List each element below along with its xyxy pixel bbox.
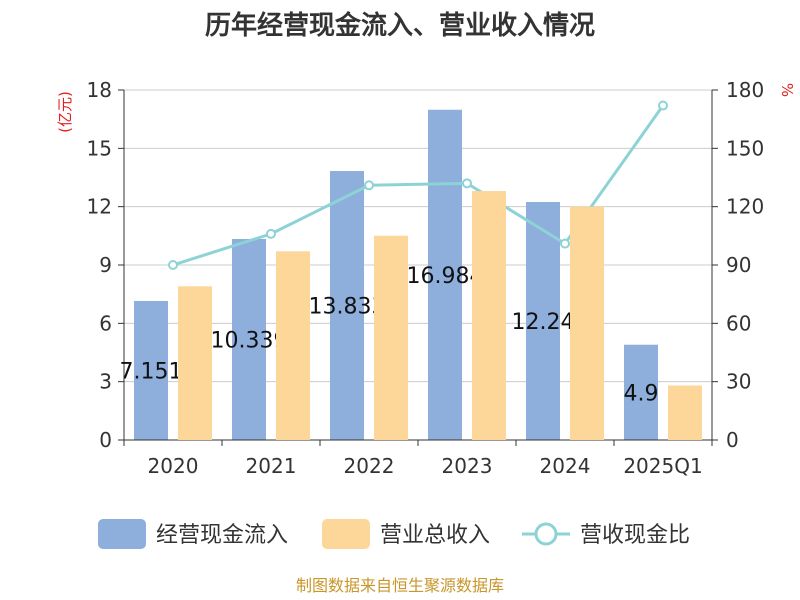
left-axis-unit: (亿元) [56,91,74,133]
right-tick-label: 180 [726,78,764,102]
bar-revenue-overlay [374,235,408,440]
grid-lines [124,89,712,383]
ratio-point [168,260,178,270]
data-label: 7.151 [120,359,183,384]
data-label: 16.984 [407,264,484,289]
bar-revenue-overlay [276,251,310,440]
legend-label: 营收现金比 [580,523,690,548]
right-tick-label: 60 [726,311,751,335]
x-tick-label: 2021 [246,454,297,478]
data-label: 4.9 [624,381,659,406]
bar-cash-inflow [134,300,168,440]
left-tick-label: 12 [87,195,112,219]
legend-marker [534,522,558,546]
right-tick-label: 0 [726,428,739,452]
x-tick-label: 2025Q1 [623,454,702,478]
right-tick-label: 120 [726,195,764,219]
ratio-point [266,228,276,239]
left-tick-label: 0 [99,428,112,452]
data-labels: 7.151 10.339 13.833 16.984 12.24 4.9 [120,191,702,440]
data-label: 12.24 [512,310,575,335]
x-tick-label: 2020 [148,454,199,478]
ratio-point [658,100,668,111]
data-label: 10.339 [211,328,288,353]
right-axis-unit: % [778,83,796,97]
ratio-point [560,238,570,249]
legend-label: 营业总收入 [380,523,490,548]
right-tick-label: 30 [726,370,751,394]
bar-revenue-overlay [178,286,212,440]
chart-title: 历年经营现金流入、营业收入情况 [205,10,595,41]
bar-cash-inflow [232,238,266,440]
bar-revenue-overlay [668,385,702,440]
bar-revenue-overlay [570,206,604,440]
x-tick-label: 2023 [442,454,493,478]
bar-cash-inflow [428,109,462,440]
left-tick-label: 9 [99,253,112,277]
left-tick-label: 18 [87,78,112,102]
x-tick-label: 2022 [344,454,395,478]
ratio-point [364,180,374,191]
legend: 经营现金流入 营业总收入 营收现金比 [98,519,690,549]
bar-cash-inflow [624,344,658,440]
bar-cash-inflow [330,171,364,440]
x-tick-label: 2024 [540,454,591,478]
legend-swatch [98,519,146,549]
data-label: 13.833 [309,295,386,320]
left-tick-label: 6 [99,311,112,335]
right-tick-label: 90 [726,253,751,277]
ratio-point [462,178,472,189]
left-tick-label: 3 [99,370,112,394]
bar-revenue-overlay [472,191,506,440]
legend-swatch [322,519,370,549]
bar-cash-inflow [526,202,560,440]
legend-label: 经营现金流入 [156,523,288,548]
right-tick-label: 150 [726,136,764,160]
left-tick-label: 15 [87,136,112,160]
source-note: 制图数据来自恒生聚源数据库 [296,576,504,595]
